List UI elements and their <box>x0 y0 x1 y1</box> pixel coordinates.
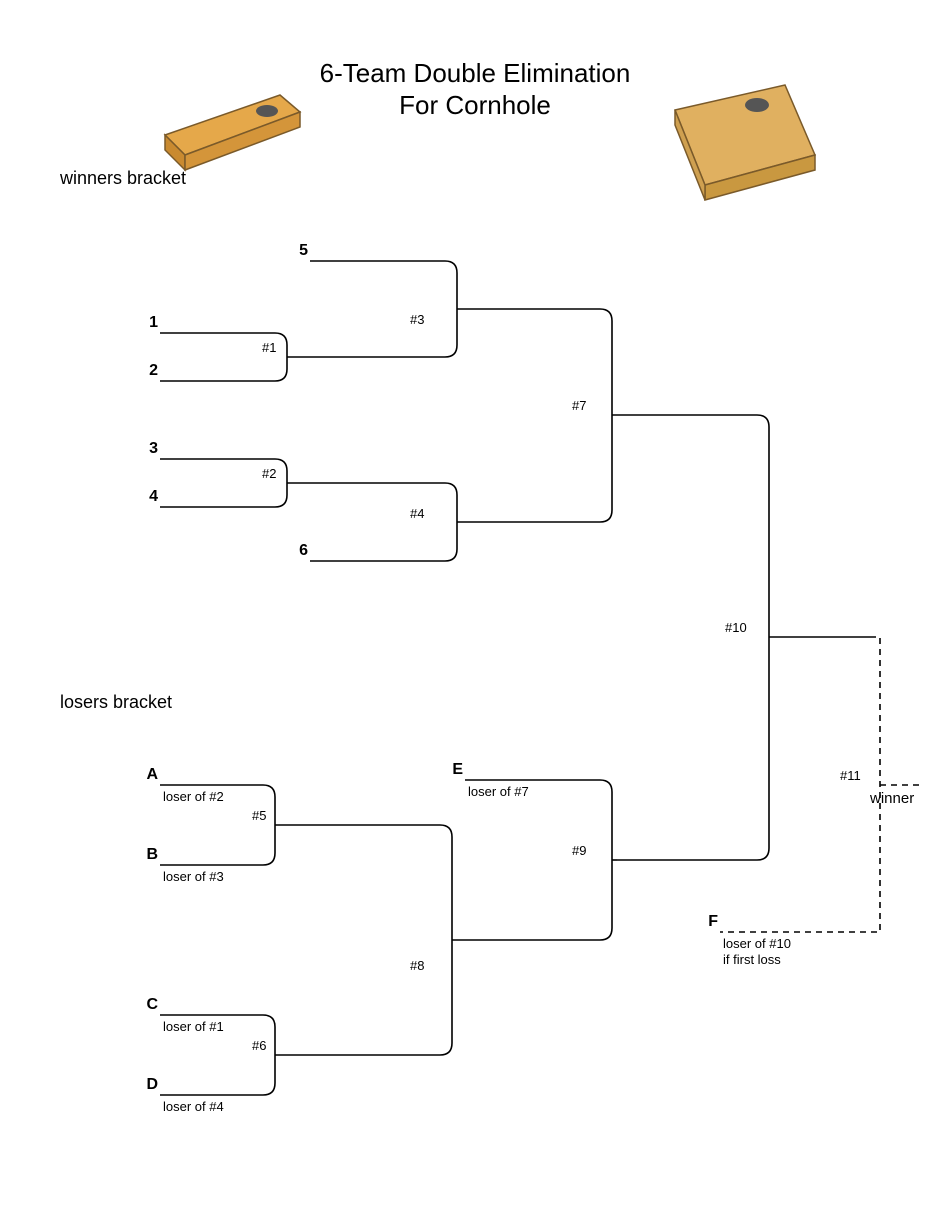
seed-F: F <box>678 913 718 931</box>
seed-6: 6 <box>268 542 308 560</box>
seed-E: E <box>423 761 463 779</box>
game-1: #1 <box>262 340 276 355</box>
game-7: #7 <box>572 398 586 413</box>
seed-5: 5 <box>268 242 308 260</box>
sub-F1: loser of #10 <box>723 936 791 951</box>
seed-B: B <box>118 846 158 864</box>
game-5: #5 <box>252 808 266 823</box>
game-6: #6 <box>252 1038 266 1053</box>
game-3: #3 <box>410 312 424 327</box>
sub-A: loser of #2 <box>163 789 224 804</box>
game-11: #11 <box>840 768 861 783</box>
sub-E: loser of #7 <box>468 784 529 799</box>
game-8: #8 <box>410 958 424 973</box>
seed-2: 2 <box>118 362 158 380</box>
seed-1: 1 <box>118 314 158 332</box>
bracket-lines <box>0 0 950 1230</box>
game-9: #9 <box>572 843 586 858</box>
seed-4: 4 <box>118 488 158 506</box>
bracket-diagram: 6-Team Double Elimination For Cornhole w… <box>0 0 950 1230</box>
sub-F2: if first loss <box>723 952 781 967</box>
game-4: #4 <box>410 506 424 521</box>
winner-label: winner <box>870 790 914 807</box>
seed-A: A <box>118 766 158 784</box>
game-10: #10 <box>725 620 747 635</box>
seed-3: 3 <box>118 440 158 458</box>
sub-D: loser of #4 <box>163 1099 224 1114</box>
game-2: #2 <box>262 466 276 481</box>
seed-D: D <box>118 1076 158 1094</box>
sub-B: loser of #3 <box>163 869 224 884</box>
sub-C: loser of #1 <box>163 1019 224 1034</box>
seed-C: C <box>118 996 158 1014</box>
